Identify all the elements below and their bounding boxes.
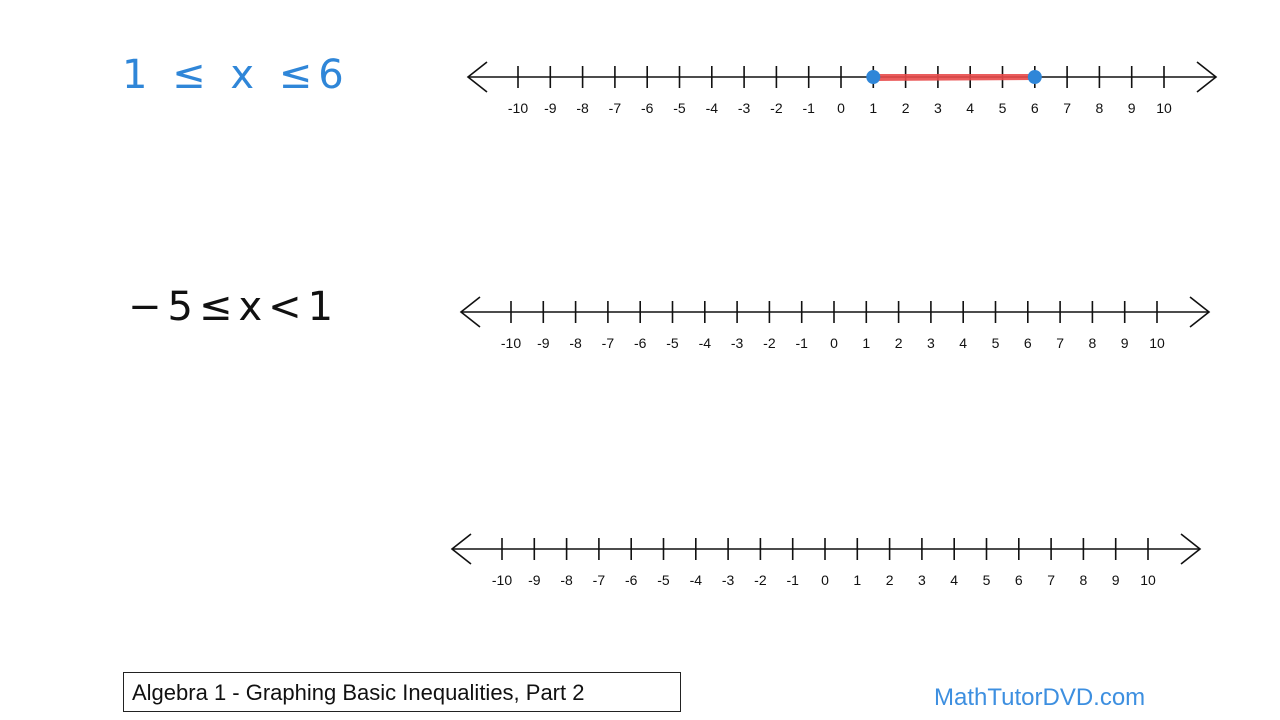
tick-label: 8	[1089, 335, 1097, 351]
tick-label: 10	[1140, 572, 1156, 588]
tick-label: 6	[1031, 100, 1039, 116]
tick-label: 7	[1063, 100, 1071, 116]
tick-label: 9	[1121, 335, 1129, 351]
tick-label: -8	[576, 100, 589, 116]
tick-label: 2	[902, 100, 910, 116]
left-arrow-icon	[466, 61, 488, 93]
brand-link[interactable]: MathTutorDVD.com	[934, 684, 1146, 711]
tick-label: -2	[770, 100, 783, 116]
tick-label: -9	[544, 100, 557, 116]
tick-label: 0	[837, 100, 845, 116]
tick-label: 3	[918, 572, 926, 588]
tick-label: 10	[1149, 335, 1165, 351]
tick-label: -1	[802, 100, 815, 116]
left-arrow-icon	[450, 533, 472, 565]
tick-label: 8	[1080, 572, 1088, 588]
lesson-title: Algebra 1 - Graphing Basic Inequalities,…	[123, 672, 681, 712]
tick-label: -3	[738, 100, 751, 116]
tick-label: -5	[657, 572, 670, 588]
tick-label: 3	[927, 335, 935, 351]
tick-label: -4	[699, 335, 712, 351]
endpoint-right	[1027, 70, 1042, 84]
tick-label: 9	[1128, 100, 1136, 116]
tick-label: 1	[862, 335, 870, 351]
left-arrow-icon	[459, 296, 481, 328]
tick-label: 2	[886, 572, 894, 588]
tick-label: -6	[634, 335, 647, 351]
tick-label: -1	[795, 335, 808, 351]
tick-label: -3	[731, 335, 744, 351]
tick-label: 10	[1156, 100, 1172, 116]
tick-label: 5	[992, 335, 1000, 351]
tick-label: -4	[690, 572, 703, 588]
tick-label: -8	[560, 572, 573, 588]
tick-label: 1	[869, 100, 877, 116]
tick-label: -9	[537, 335, 550, 351]
inequality-2: −5≤x<1	[128, 284, 340, 330]
tick-label: 8	[1096, 100, 1104, 116]
tick-label: -10	[508, 100, 528, 116]
tick-label: 7	[1056, 335, 1064, 351]
tick-label: 4	[950, 572, 958, 588]
right-arrow-icon	[1180, 533, 1202, 565]
tick-label: -2	[763, 335, 776, 351]
tick-label: 6	[1015, 572, 1023, 588]
tick-label: 4	[959, 335, 967, 351]
shaded-interval	[871, 74, 1037, 81]
tick-label: 3	[934, 100, 942, 116]
tick-label: -3	[722, 572, 735, 588]
tick-label: -6	[625, 572, 638, 588]
tick-label: 5	[983, 572, 991, 588]
right-arrow-icon	[1196, 61, 1218, 93]
tick-label: -7	[593, 572, 606, 588]
tick-label: -1	[786, 572, 799, 588]
right-arrow-icon	[1189, 296, 1211, 328]
tick-label: -5	[673, 100, 686, 116]
tick-label: -10	[501, 335, 521, 351]
inequality-1: 1 ≤ x ≤6	[122, 52, 350, 98]
tick-label: -10	[492, 572, 512, 588]
tick-label: -2	[754, 572, 767, 588]
tick-label: 7	[1047, 572, 1055, 588]
tick-label: 1	[853, 572, 861, 588]
tick-label: 0	[821, 572, 829, 588]
tick-label: 4	[966, 100, 974, 116]
tick-label: 0	[830, 335, 838, 351]
tick-label: -5	[666, 335, 679, 351]
endpoint-left	[866, 70, 881, 84]
tick-label: 9	[1112, 572, 1120, 588]
tick-label: -7	[602, 335, 615, 351]
tick-label: -4	[706, 100, 719, 116]
tick-label: -6	[641, 100, 654, 116]
tick-label: 6	[1024, 335, 1032, 351]
tick-label: 2	[895, 335, 903, 351]
tick-label: -8	[569, 335, 582, 351]
tick-label: -7	[609, 100, 622, 116]
tick-label: 5	[999, 100, 1007, 116]
tick-label: -9	[528, 572, 541, 588]
